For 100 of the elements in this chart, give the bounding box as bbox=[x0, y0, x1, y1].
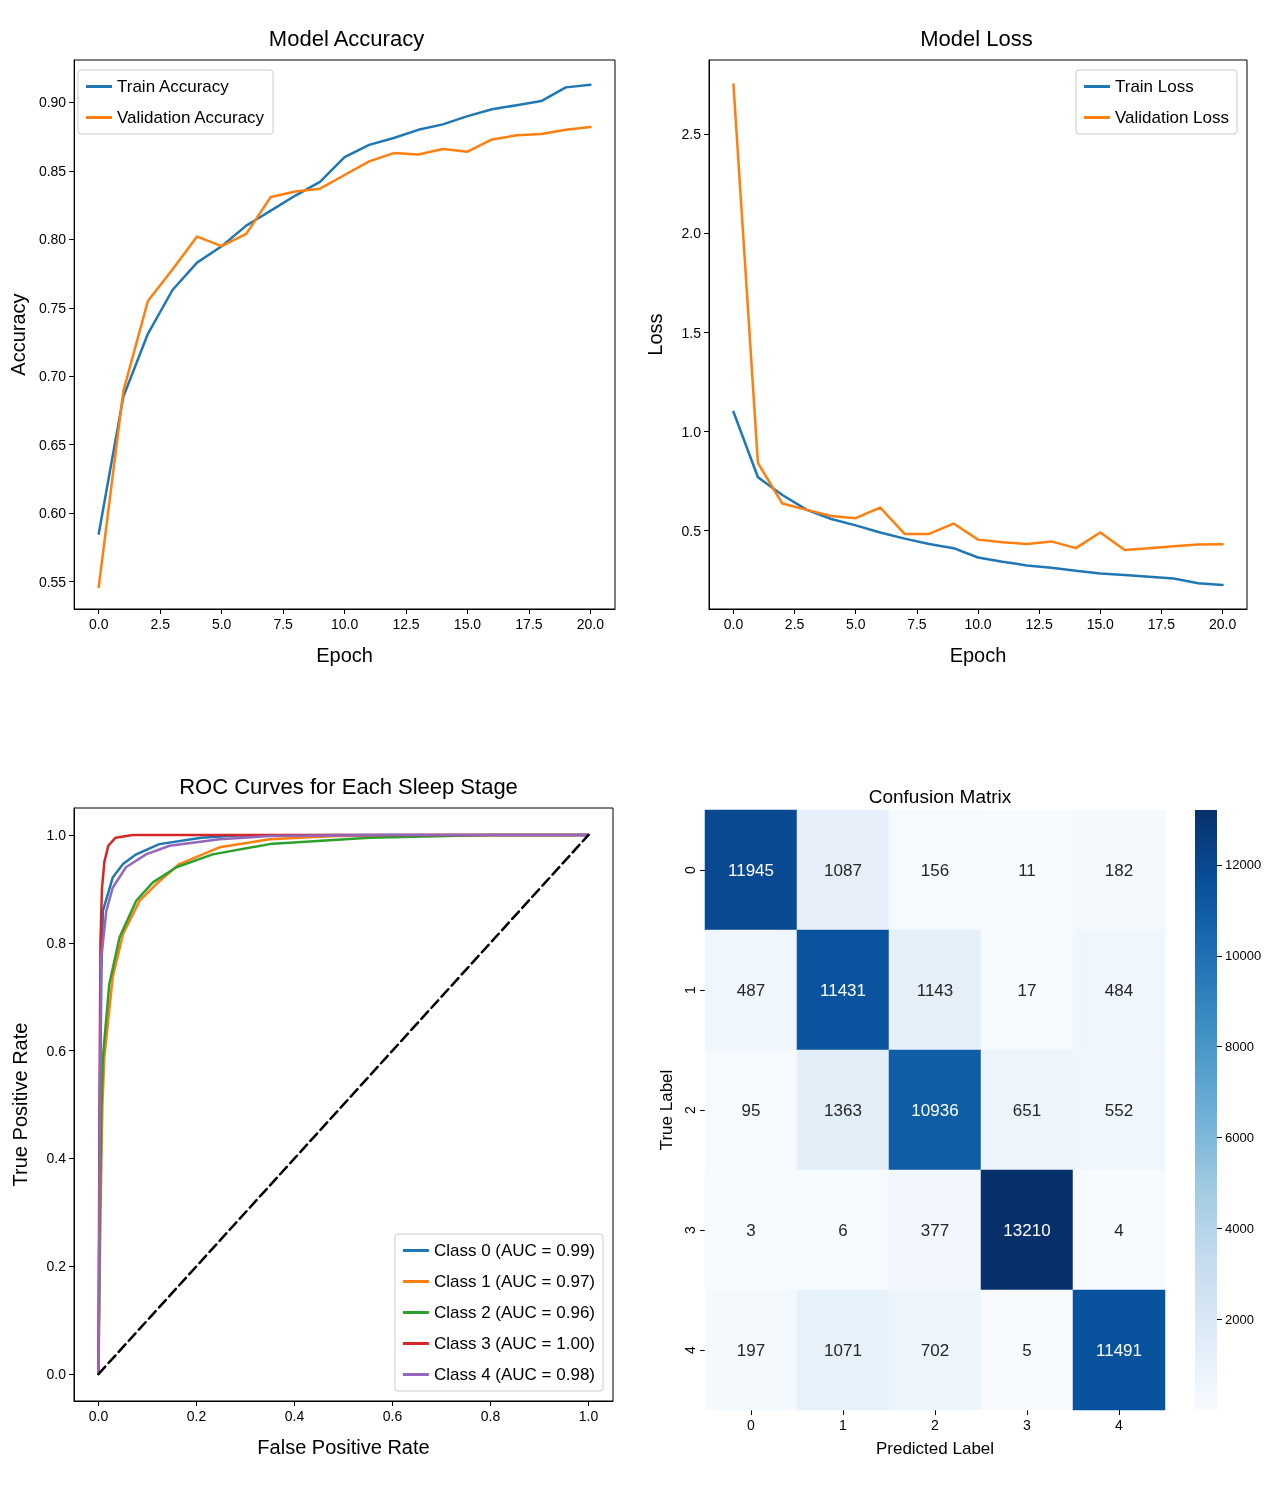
data-label: 11431 bbox=[819, 980, 867, 1000]
y-tick-label: 2 bbox=[682, 1105, 698, 1114]
y-tick-label: 2.0 bbox=[681, 225, 702, 242]
data-label: 484 bbox=[1104, 980, 1134, 1000]
x-tick-label: 7.5 bbox=[273, 616, 294, 632]
y-tick-label: 1.0 bbox=[46, 826, 67, 843]
x-tick-label: 12.5 bbox=[1025, 616, 1053, 632]
legend-label: Train Loss bbox=[1114, 77, 1194, 96]
data-label: 377 bbox=[920, 1220, 950, 1240]
data-label: 702 bbox=[920, 1340, 950, 1360]
data-label: 1363 bbox=[824, 1100, 862, 1120]
y-tick-label: 0.2 bbox=[46, 1258, 67, 1275]
y-tick-label: 1.0 bbox=[681, 423, 702, 440]
x-tick-label: 0.0 bbox=[723, 616, 744, 632]
y-axis-title: True Label bbox=[657, 1069, 676, 1151]
y-tick-label: 3 bbox=[682, 1225, 698, 1234]
chart-title: Model Loss bbox=[920, 25, 1033, 51]
color-bar-label: 10000 bbox=[1225, 948, 1262, 964]
data-label: 3 bbox=[746, 1220, 756, 1240]
x-tick-label: 0 bbox=[747, 1417, 756, 1433]
data-label: 1143 bbox=[916, 980, 954, 1000]
y-tick-label: 0.80 bbox=[38, 231, 67, 248]
legend-label: Class 2 (AUC = 0.96) bbox=[433, 1303, 596, 1322]
x-tick-label: 3 bbox=[1023, 1417, 1032, 1433]
x-tick-label: 1.0 bbox=[578, 1408, 599, 1424]
data-label: 6 bbox=[838, 1220, 848, 1240]
legend-label: Validation Accuracy bbox=[117, 108, 265, 127]
x-tick-label: 0.4 bbox=[284, 1408, 305, 1424]
legend-label: Class 3 (AUC = 1.00) bbox=[433, 1334, 596, 1353]
y-tick-label: 0.70 bbox=[38, 368, 67, 385]
chart-title: Confusion Matrix bbox=[868, 786, 1012, 807]
data-label: 11 bbox=[1018, 860, 1036, 880]
legend-label: Validation Loss bbox=[1114, 108, 1230, 127]
x-tick-label: 0.0 bbox=[88, 1408, 109, 1424]
color-bar-label: 8000 bbox=[1225, 1039, 1254, 1055]
x-tick-label: 12.5 bbox=[392, 616, 420, 632]
data-label: 17 bbox=[1017, 980, 1037, 1000]
y-tick-label: 0.90 bbox=[38, 94, 67, 111]
x-tick-label: 15.0 bbox=[1086, 616, 1115, 632]
x-tick-label: 0.8 bbox=[480, 1408, 501, 1424]
y-axis-title: Loss bbox=[644, 313, 666, 356]
legend-label: Train Accuracy bbox=[117, 77, 230, 96]
x-tick-label: 1 bbox=[839, 1417, 848, 1433]
y-tick-label: 0.55 bbox=[38, 573, 67, 590]
x-tick-label: 2 bbox=[931, 1417, 940, 1433]
data-label: 552 bbox=[1104, 1100, 1134, 1120]
x-tick-label: 15.0 bbox=[453, 616, 482, 632]
y-axis-title: True Positive Rate bbox=[9, 1022, 31, 1187]
x-tick-label: 2.5 bbox=[784, 616, 805, 632]
x-tick-label: 20.0 bbox=[576, 616, 605, 632]
y-tick-label: 0.6 bbox=[46, 1042, 67, 1059]
chart-title: Model Accuracy bbox=[268, 25, 425, 51]
data-label: 11491 bbox=[1095, 1340, 1143, 1360]
x-axis-title: False Positive Rate bbox=[257, 1436, 430, 1458]
y-tick-label: 0.75 bbox=[38, 299, 67, 316]
color-bar-label: 2000 bbox=[1225, 1311, 1254, 1327]
x-axis-title: Predicted Label bbox=[875, 1439, 995, 1458]
y-tick-label: 4 bbox=[682, 1345, 698, 1354]
data-label: 95 bbox=[741, 1100, 761, 1120]
color-bar-label: 6000 bbox=[1225, 1130, 1254, 1146]
legend-label: Class 0 (AUC = 0.99) bbox=[433, 1241, 596, 1260]
y-tick-label: 0.4 bbox=[46, 1150, 67, 1167]
y-tick-label: 1.5 bbox=[681, 324, 702, 341]
x-tick-label: 17.5 bbox=[1147, 616, 1176, 632]
x-axis-title: Epoch bbox=[316, 644, 373, 666]
data-label: 10936 bbox=[911, 1100, 959, 1120]
x-tick-label: 17.5 bbox=[515, 616, 543, 632]
legend-label: Class 4 (AUC = 0.98) bbox=[433, 1365, 596, 1384]
y-tick-label: 0.65 bbox=[38, 436, 67, 453]
data-label: 182 bbox=[1104, 860, 1134, 880]
x-tick-label: 0.6 bbox=[382, 1408, 403, 1424]
data-label: 156 bbox=[920, 860, 950, 880]
data-label: 1087 bbox=[824, 860, 862, 880]
y-tick-label: 1 bbox=[682, 985, 698, 994]
x-tick-label: 0.0 bbox=[89, 616, 109, 632]
y-tick-label: 0.85 bbox=[38, 162, 67, 179]
data-label: 1071 bbox=[824, 1340, 862, 1360]
y-axis-title: Accuracy bbox=[7, 293, 29, 376]
y-tick-label: 0.5 bbox=[681, 522, 702, 539]
legend-label: Class 1 (AUC = 0.97) bbox=[433, 1272, 596, 1291]
y-tick-label: 0 bbox=[682, 865, 698, 874]
data-label: 4 bbox=[1114, 1220, 1124, 1240]
x-tick-label: 2.5 bbox=[150, 616, 171, 632]
data-label: 13210 bbox=[1003, 1220, 1051, 1240]
data-label: 651 bbox=[1012, 1100, 1042, 1120]
data-label: 487 bbox=[736, 980, 766, 1000]
y-tick-label: 2.5 bbox=[681, 126, 702, 143]
x-tick-label: 0.2 bbox=[186, 1408, 207, 1424]
y-tick-label: 0.60 bbox=[38, 505, 67, 522]
x-axis-title: Epoch bbox=[949, 644, 1007, 666]
x-tick-label: 5.0 bbox=[845, 616, 866, 632]
color-bar-label: 12000 bbox=[1225, 857, 1262, 873]
data-label: 11945 bbox=[727, 860, 775, 880]
x-tick-label: 10.0 bbox=[964, 616, 992, 632]
chart-title: ROC Curves for Each Sleep Stage bbox=[179, 773, 518, 799]
data-label: 5 bbox=[1022, 1340, 1032, 1360]
data-label: 197 bbox=[736, 1340, 766, 1360]
color-bar-label: 4000 bbox=[1225, 1220, 1254, 1236]
x-tick-label: 5.0 bbox=[211, 616, 232, 632]
x-tick-label: 20.0 bbox=[1208, 616, 1237, 632]
